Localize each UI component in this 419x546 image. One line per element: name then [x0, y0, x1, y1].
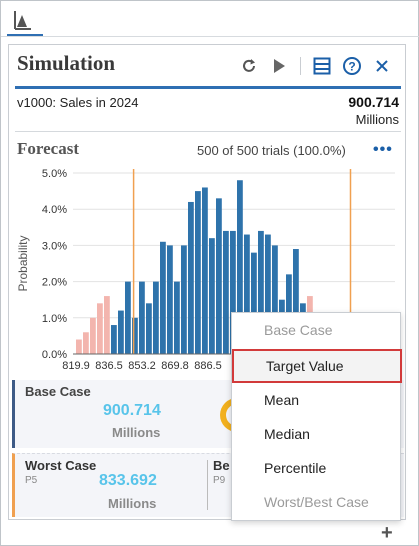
variable-unit: Millions — [355, 112, 399, 127]
y-tick-label: 3.0% — [42, 240, 67, 252]
histogram-bar — [174, 281, 180, 354]
y-axis-label: Probability — [16, 235, 30, 291]
histogram-bar — [223, 230, 229, 354]
histogram-bar — [258, 230, 264, 354]
divider — [1, 36, 419, 37]
menu-item-percentile[interactable]: Percentile — [264, 460, 327, 476]
x-tick-label: 853.2 — [128, 360, 156, 372]
base-case-label: Base Case — [25, 384, 91, 399]
more-options-icon[interactable]: ••• — [373, 141, 393, 158]
refresh-icon[interactable] — [234, 53, 264, 79]
histogram-bar — [237, 180, 243, 354]
histogram-bar — [293, 249, 299, 354]
x-tick-label: 886.5 — [194, 360, 222, 372]
menu-item-median[interactable]: Median — [264, 426, 310, 442]
base-case-value: 900.714 — [103, 402, 161, 419]
histogram-bar — [209, 238, 215, 354]
svg-text:?: ? — [348, 60, 355, 74]
menu-item-worst-best-case[interactable]: Worst/Best Case — [264, 494, 369, 510]
divider — [15, 131, 401, 132]
forecast-histogram: 0.0% 1.0% 2.0% 3.0% 4.0% 5.0% Probability 819.9… — [16, 168, 395, 372]
help-icon[interactable]: ? — [337, 53, 367, 79]
histogram-bar — [146, 303, 152, 354]
histogram-bar — [153, 281, 159, 354]
histogram-bar — [104, 296, 110, 354]
forecast-title: Forecast — [17, 139, 79, 158]
worst-case-unit: Millions — [108, 496, 157, 511]
histogram-bar — [230, 230, 236, 354]
x-tick-label: 869.8 — [161, 360, 189, 372]
toolbar-separator — [300, 57, 301, 75]
variable-value: 900.714 — [348, 94, 399, 110]
menu-item-target-value[interactable]: Target Value — [232, 349, 402, 383]
play-icon[interactable] — [264, 53, 294, 79]
divider — [207, 460, 208, 510]
histogram-bar — [111, 325, 117, 354]
y-tick-label: 1.0% — [42, 313, 67, 325]
histogram-bar — [272, 245, 278, 354]
add-icon[interactable]: + — [381, 522, 393, 544]
worst-case-label: Worst Case — [25, 458, 97, 473]
chart-icon — [14, 11, 31, 30]
menu-item-base-case[interactable]: Base Case — [264, 322, 333, 338]
histogram-bar — [167, 245, 173, 354]
x-tick-label: 836.5 — [95, 360, 123, 372]
title-underline — [15, 86, 401, 89]
histogram-bar — [139, 281, 145, 354]
close-icon[interactable] — [367, 53, 397, 79]
histogram-bar — [160, 241, 166, 354]
histogram-bar — [118, 310, 124, 354]
x-tick-label: 819.9 — [62, 360, 90, 372]
histogram-bar — [202, 187, 208, 354]
variable-name: v1000: Sales in 2024 — [17, 95, 139, 110]
table-icon[interactable] — [307, 53, 337, 79]
best-case-label: Be — [213, 458, 230, 473]
best-case-percentile: P9 — [213, 475, 226, 486]
histogram-bar — [90, 317, 96, 354]
tab-underline — [7, 34, 43, 36]
histogram-bar — [244, 234, 250, 354]
worst-case-percentile: P5 — [25, 475, 38, 486]
histogram-bar — [97, 303, 103, 354]
histogram-bar — [83, 332, 89, 354]
menu-item-mean[interactable]: Mean — [264, 392, 300, 408]
histogram-bar — [188, 201, 194, 354]
y-tick-label: 2.0% — [42, 277, 67, 289]
histogram-bar — [132, 317, 138, 354]
histogram-bar — [195, 191, 201, 354]
chart-tab[interactable] — [7, 7, 35, 35]
panel-toolbar: ? — [234, 53, 397, 79]
histogram-bar — [216, 198, 222, 354]
panel-title: Simulation — [17, 51, 116, 75]
histogram-bar — [181, 245, 187, 354]
y-tick-label: 4.0% — [42, 204, 67, 216]
histogram-bar — [125, 281, 131, 354]
worst-case-value: 833.692 — [99, 472, 157, 489]
trials-count: 500 of 500 trials (100.0%) — [197, 143, 346, 158]
histogram-bar — [76, 339, 82, 354]
y-tick-label: 5.0% — [42, 168, 67, 180]
y-tick-label: 0.0% — [42, 349, 67, 361]
histogram-bar — [265, 234, 271, 354]
context-menu: Base Case Target Value Mean Median Perce… — [231, 312, 402, 521]
base-case-unit: Millions — [112, 425, 161, 440]
histogram-bar — [251, 252, 257, 354]
